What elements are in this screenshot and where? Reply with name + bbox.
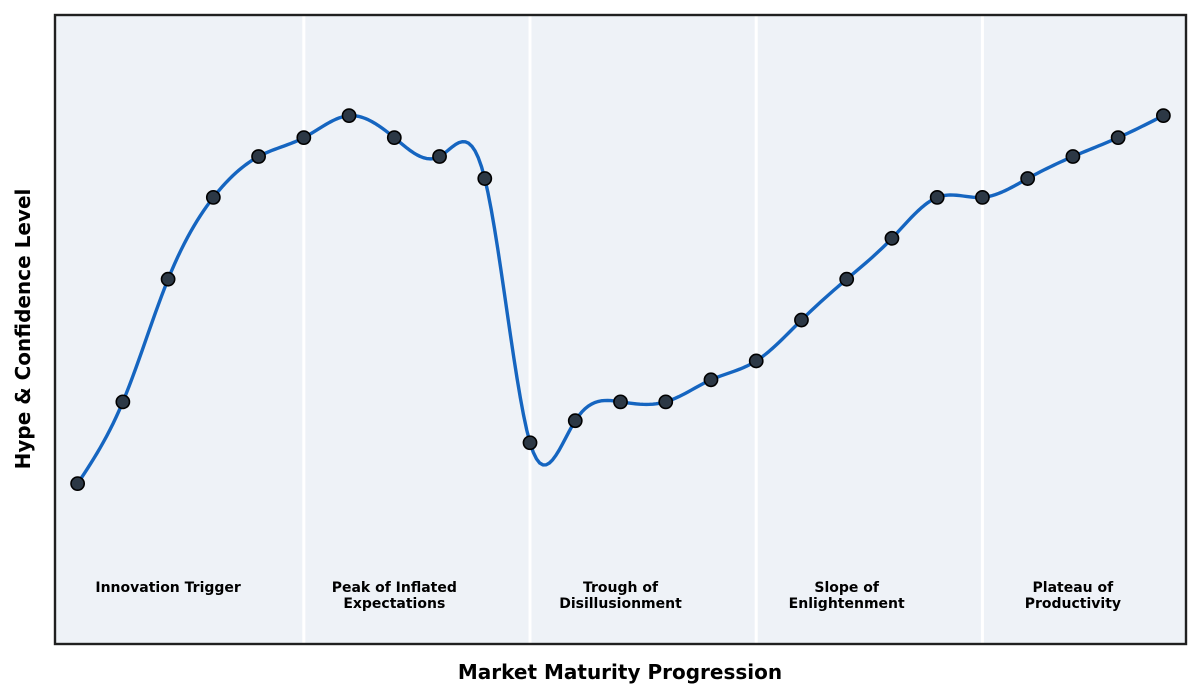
phase-label-plateau-of-productivity: Plateau of Productivity (1024, 580, 1122, 612)
phase-label-peak-of-inflated-expectations: Peak of Inflated Expectations (331, 580, 457, 612)
data-point (839, 271, 855, 287)
phase-label-innovation-trigger: Innovation Trigger (95, 580, 241, 596)
data-point (794, 312, 809, 328)
y-axis-label: Hype & Confidence Level (11, 188, 35, 470)
data-point (432, 149, 447, 164)
phase-label-trough-of-disillusionment: Trough of Disillusionment (559, 580, 682, 612)
data-point (1155, 108, 1171, 124)
data-point (386, 130, 402, 146)
data-point (929, 190, 945, 205)
data-point (975, 190, 990, 205)
data-point (703, 372, 719, 388)
data-point (296, 130, 312, 146)
data-point (658, 394, 674, 410)
data-point (160, 271, 176, 287)
phase-label-slope-of-enlightenment: Slope of Enlightenment (788, 580, 905, 612)
data-point (884, 230, 900, 246)
plot-border (53, 13, 1188, 646)
data-point (567, 413, 583, 429)
data-point (1065, 149, 1081, 164)
data-point (205, 190, 221, 205)
data-point (1020, 171, 1036, 186)
data-point (341, 108, 357, 124)
data-point (522, 435, 538, 451)
data-point (70, 476, 86, 492)
data-point (115, 394, 131, 410)
data-point (613, 394, 628, 410)
x-axis-label: Market Maturity Progression (457, 660, 783, 684)
data-point (251, 149, 266, 164)
data-point (748, 353, 764, 369)
data-point (1110, 130, 1126, 146)
plot-background (55, 15, 1186, 644)
data-point (477, 171, 493, 186)
